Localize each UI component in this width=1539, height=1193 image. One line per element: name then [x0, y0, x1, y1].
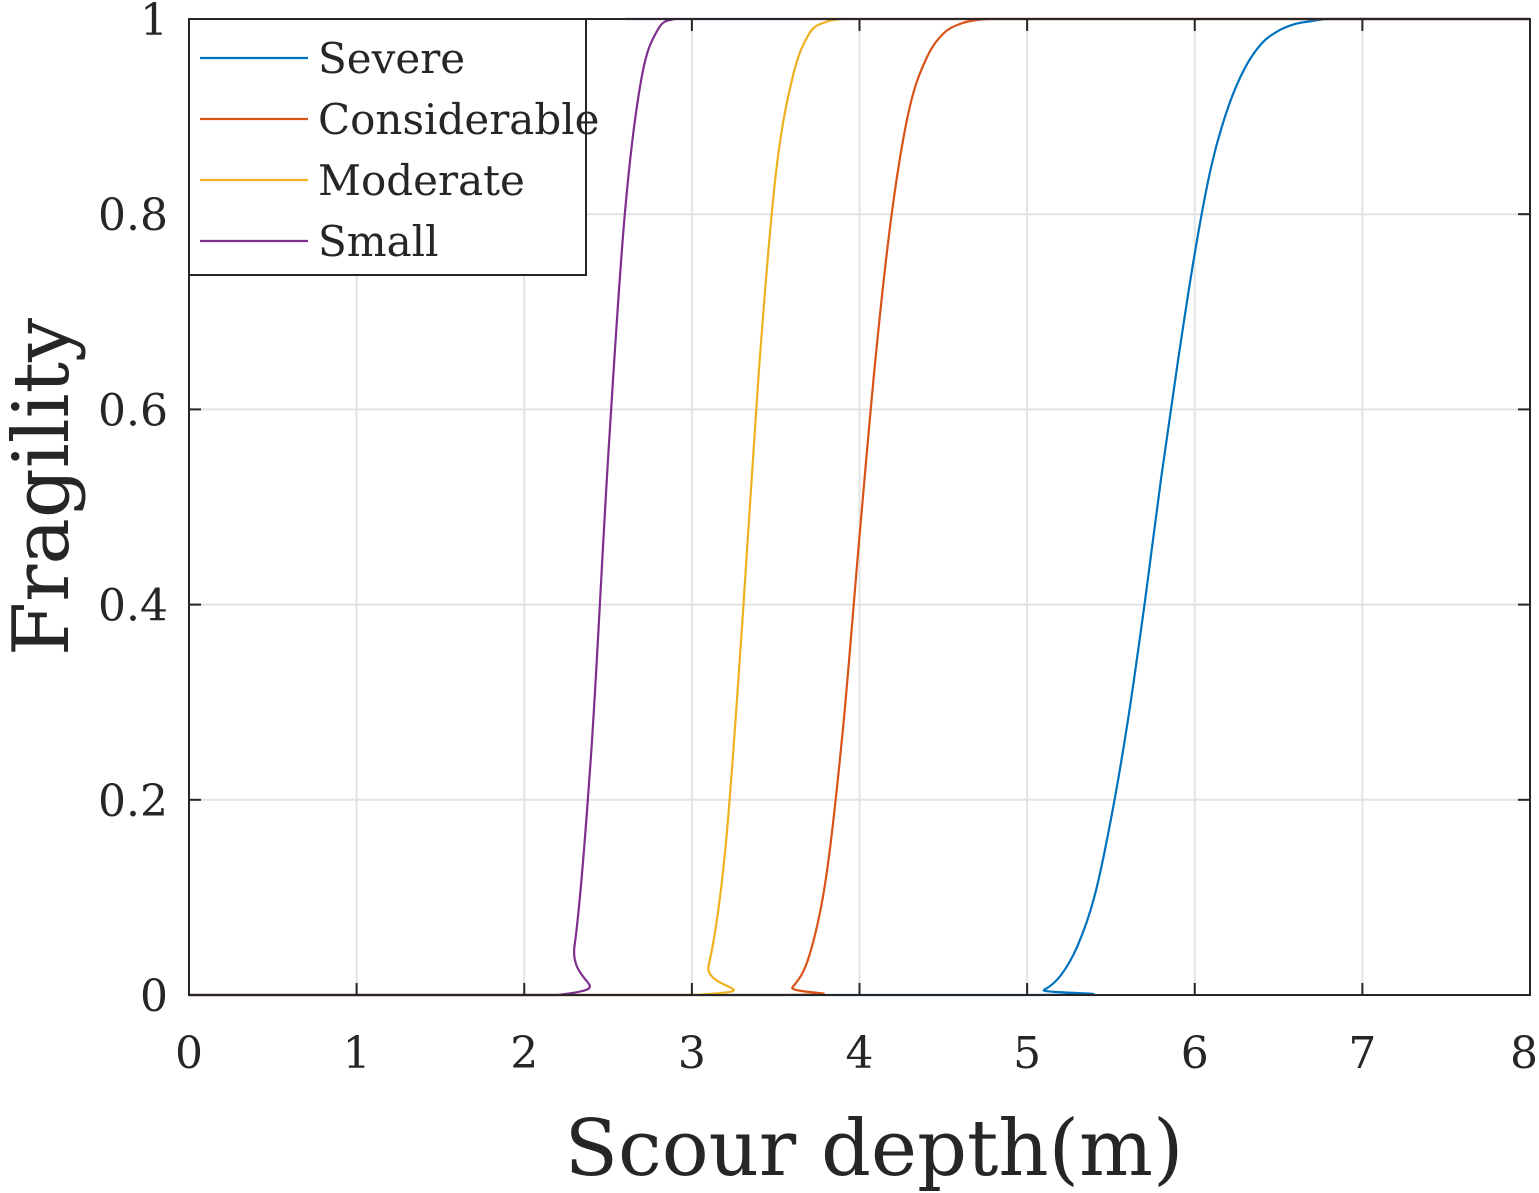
y-tick-label: 0.8 — [98, 190, 168, 241]
x-tick-label: 1 — [343, 1028, 371, 1079]
y-axis-label: Fragility — [0, 318, 87, 656]
legend-label-moderate: Moderate — [318, 156, 525, 205]
y-tick-label: 0.4 — [98, 581, 168, 632]
legend-entries: Severe Considerable Moderate Small — [200, 34, 600, 266]
x-tick-label: 8 — [1510, 1028, 1538, 1079]
legend-label-considerable: Considerable — [318, 95, 600, 144]
y-tick-labels: 0 0.2 0.4 0.6 0.8 1 — [98, 0, 1530, 1022]
x-tick-label: 3 — [678, 1028, 706, 1079]
legend-box — [188, 18, 587, 276]
x-tick-label: 6 — [1181, 1028, 1209, 1079]
y-tick-label: 0 — [140, 971, 168, 1022]
y-tick-label: 0.2 — [98, 776, 168, 827]
x-tick-label: 0 — [175, 1028, 203, 1079]
y-tick-label: 0.6 — [98, 385, 168, 436]
x-tick-label: 2 — [510, 1028, 538, 1079]
x-axis-label: Scour depth(m) — [565, 1104, 1184, 1193]
x-tick-label: 5 — [1013, 1028, 1041, 1079]
legend-label-small: Small — [318, 217, 439, 266]
x-tick-label: 4 — [846, 1028, 874, 1079]
legend-label-severe: Severe — [318, 34, 465, 83]
series-line-severe — [188, 17, 1530, 997]
legend: Severe Considerable Moderate Small — [188, 18, 600, 276]
x-tick-label: 7 — [1348, 1028, 1376, 1079]
y-tick-label: 1 — [140, 0, 168, 46]
